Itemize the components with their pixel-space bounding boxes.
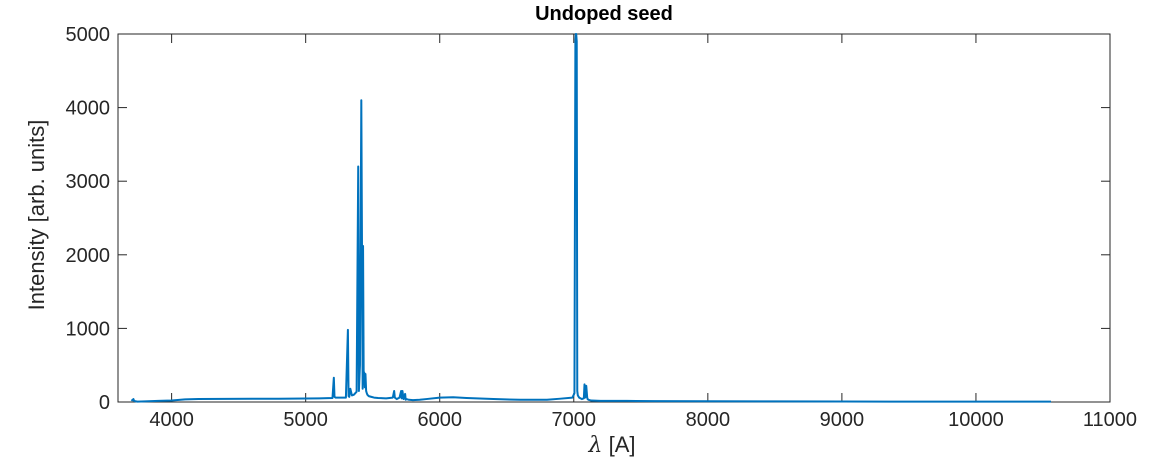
y-tick-label: 4000 <box>66 98 111 120</box>
y-tick-label: 0 <box>99 392 110 414</box>
y-axis-label: Intensity [arb. units] <box>24 120 49 311</box>
y-tick-label: 3000 <box>66 171 111 193</box>
x-tick-labels: 4000 5000 6000 7000 8000 9000 10000 11000 <box>149 409 1137 431</box>
plot-box <box>117 33 1111 403</box>
axis-ticks <box>118 33 1111 403</box>
x-tick-label: 4000 <box>149 409 194 431</box>
y-tick-labels: 0 1000 2000 3000 4000 5000 <box>66 24 111 414</box>
plot-area <box>117 33 1111 403</box>
x-axis-symbol: λ <box>588 433 603 458</box>
x-tick-label: 6000 <box>417 409 462 431</box>
chart-title: Undoped seed <box>535 3 673 25</box>
x-tick-label: 11000 <box>1083 409 1137 431</box>
spectrum-series-line <box>130 33 1052 403</box>
x-axis-label: λ [A] <box>588 432 636 458</box>
y-tick-label: 1000 <box>66 318 111 340</box>
y-tick-label: 2000 <box>66 245 111 267</box>
x-axis-unit: [A] <box>602 432 635 457</box>
x-tick-label: 8000 <box>686 409 731 431</box>
x-tick-label: 9000 <box>820 409 865 431</box>
x-tick-label: 7000 <box>552 409 597 431</box>
x-tick-label: 10000 <box>948 409 1004 431</box>
x-tick-label: 5000 <box>283 409 328 431</box>
series-group <box>130 33 1052 403</box>
y-tick-label: 5000 <box>66 24 111 46</box>
